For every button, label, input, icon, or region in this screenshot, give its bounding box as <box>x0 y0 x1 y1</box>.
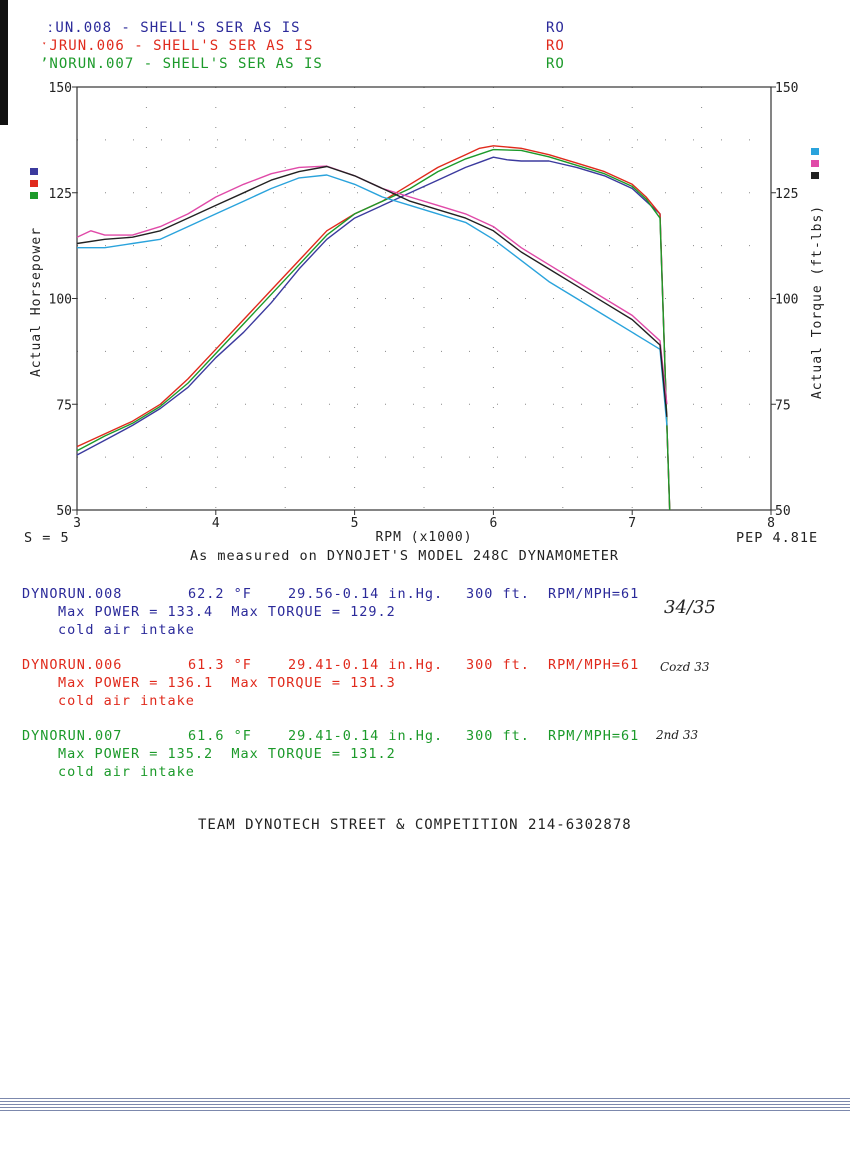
run-barometer: 29.41-0.14 in.Hg. <box>288 728 444 744</box>
header-run-007: ʼNORUN.007 - SHELL'S SER AS IS <box>40 56 323 72</box>
x-tick-label: 6 <box>489 516 497 531</box>
run-note: cold air intake <box>58 764 195 780</box>
x-tick-label: 3 <box>73 516 81 531</box>
run-temperature: 62.2 °F <box>188 586 252 602</box>
run-name: DYNORUN.007 <box>22 728 123 744</box>
series-line-torque-4 <box>76 165 668 405</box>
run-temperature: 61.6 °F <box>188 728 252 744</box>
x-tick-label: 4 <box>212 516 220 531</box>
run-note: cold air intake <box>58 622 195 638</box>
legend-swatch-left <box>30 192 38 199</box>
header-ro-007: RO <box>546 56 565 72</box>
run-barometer: 29.41-0.14 in.Hg. <box>288 657 444 673</box>
x-tick-label: 5 <box>351 516 359 531</box>
x-tick-label: 7 <box>628 516 636 531</box>
header-run-008: ːUN.008 - SHELL'S SER AS IS <box>46 20 301 36</box>
y-tick-label-right: 75 <box>775 398 791 413</box>
run-max-values: Max POWER = 135.2 Max TORQUE = 131.2 <box>58 746 396 762</box>
run-name: DYNORUN.008 <box>22 586 123 602</box>
run-ratio: RPM/MPH=61 <box>548 586 640 602</box>
y-tick-label-right: 100 <box>775 293 798 308</box>
run-altitude: 300 ft. <box>466 657 530 673</box>
team-footer: TEAM DYNOTECH STREET & COMPETITION 214-6… <box>198 817 632 833</box>
legend-swatches <box>30 148 819 199</box>
run-max-values: Max POWER = 133.4 Max TORQUE = 129.2 <box>58 604 396 620</box>
run-name: DYNORUN.006 <box>22 657 123 673</box>
run-temperature: 61.3 °F <box>188 657 252 673</box>
header-ro-006: RO <box>546 38 565 54</box>
run-altitude: 300 ft. <box>466 586 530 602</box>
series-line-power-0 <box>76 156 671 511</box>
run-max-values: Max POWER = 136.1 Max TORQUE = 131.3 <box>58 675 396 691</box>
scan-bottom-edge <box>0 1098 850 1112</box>
y-tick-label-right: 150 <box>775 81 798 96</box>
legend-swatch-right <box>811 160 819 167</box>
y-tick-label-left: 50 <box>56 504 72 519</box>
handwritten-note: Cozd 33 <box>660 660 710 674</box>
y-tick-label-right: 50 <box>775 504 791 519</box>
handwritten-note: 2nd 33 <box>656 728 699 742</box>
y-tick-label-left: 100 <box>49 293 72 308</box>
series-line-torque-3 <box>77 174 668 426</box>
run-ratio: RPM/MPH=61 <box>548 657 640 673</box>
x-axis-label: RPM (x1000) <box>375 530 472 545</box>
legend-swatch-left <box>30 180 38 187</box>
y-tick-label-left: 150 <box>49 81 72 96</box>
run-note: cold air intake <box>58 693 195 709</box>
legend-swatch-left <box>30 168 38 175</box>
legend-swatch-right <box>811 148 819 155</box>
header-run-006: ˑJRUN.006 - SHELL'S SER AS IS <box>40 38 314 54</box>
y-tick-label-right: 125 <box>775 187 798 202</box>
series-line-power-1 <box>76 145 671 511</box>
y-axis-label-left: Actual Horsepower <box>29 227 44 377</box>
header-ro-008: RO <box>546 20 565 36</box>
run-altitude: 300 ft. <box>466 728 530 744</box>
legend-swatch-right <box>811 172 819 179</box>
y-tick-label-left: 125 <box>49 187 72 202</box>
dyno-model-caption: As measured on DYNOJET'S MODEL 248C DYNA… <box>190 548 620 564</box>
scan-edge-shadow <box>0 0 8 125</box>
handwritten-note: 34/35 <box>664 597 716 618</box>
run-barometer: 29.56-0.14 in.Hg. <box>288 586 444 602</box>
series-lines <box>76 145 671 511</box>
series-line-torque-5 <box>76 165 668 417</box>
series-line-power-2 <box>76 148 671 511</box>
run-ratio: RPM/MPH=61 <box>548 728 640 744</box>
smoothing-label: S = 5 <box>24 530 70 546</box>
correction-label: PEP 4.81E <box>736 530 819 546</box>
x-tick-label: 8 <box>767 516 775 531</box>
y-axis-label-right: Actual Torque (ft-lbs) <box>810 205 825 399</box>
y-tick-label-left: 75 <box>56 398 72 413</box>
